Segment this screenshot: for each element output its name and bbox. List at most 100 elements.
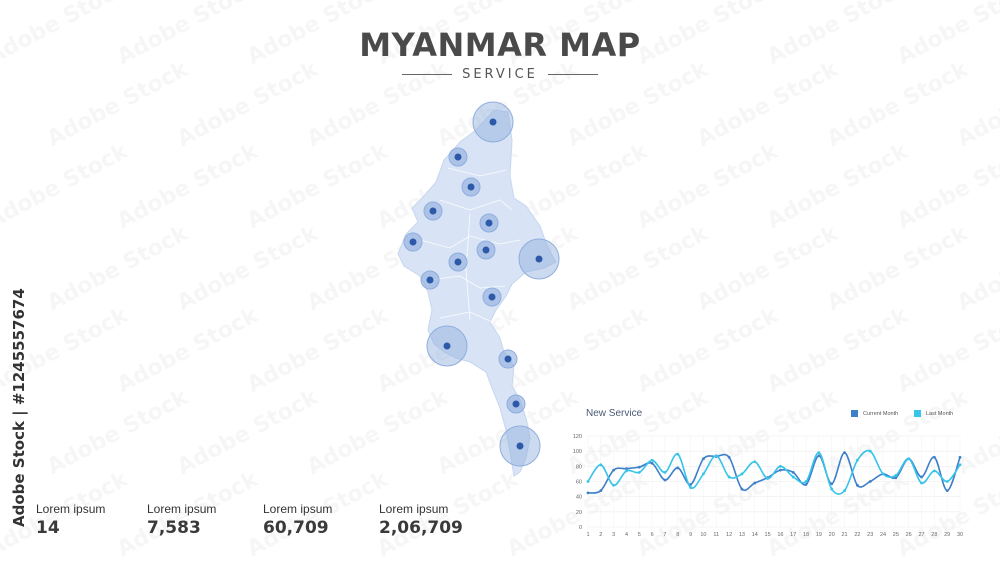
legend-label-last: Last Month: [926, 410, 954, 417]
chart-title: New Service: [586, 408, 643, 419]
series-last-month-point: [907, 457, 911, 461]
y-tick-label: 80: [576, 464, 582, 470]
x-tick-label: 11: [713, 532, 719, 538]
series-current-month-point: [779, 468, 782, 472]
stat-value: 7,583: [147, 518, 201, 538]
series-current-month-point: [727, 455, 731, 459]
y-tick-label: 60: [576, 480, 582, 486]
series-last-month-point: [881, 472, 885, 476]
series-current-month-point: [932, 455, 936, 459]
series-last-month-point: [586, 480, 590, 483]
page-subtitle: SERVICE: [462, 67, 538, 82]
marker-dot: [454, 258, 462, 266]
x-tick-label: 20: [829, 532, 835, 538]
marker-dot: [489, 118, 497, 126]
y-tick-label: 20: [576, 510, 582, 516]
series-current-month-point: [804, 483, 808, 486]
series-current-month-point: [637, 465, 641, 469]
x-tick-label: 15: [765, 532, 771, 538]
subtitle-row: SERVICE: [0, 67, 1000, 82]
x-tick-label: 22: [854, 532, 860, 538]
stat-4: Lorem ipsum 2,06,709: [379, 502, 463, 538]
series-last-month-point: [843, 489, 846, 492]
series-last-month-point: [702, 472, 705, 476]
series-last-month-point: [753, 460, 757, 464]
series-current-month-point: [625, 467, 628, 471]
series-last-month-point: [868, 449, 872, 453]
x-tick-label: 7: [663, 532, 666, 538]
y-tick-label: 100: [573, 449, 582, 455]
legend-swatch-current: [851, 410, 858, 417]
x-tick-label: 12: [726, 532, 732, 538]
marker-dot: [482, 246, 490, 254]
series-last-month-point: [830, 487, 834, 491]
series-current-month-point: [702, 457, 705, 461]
x-tick-label: 16: [777, 532, 783, 538]
stat-value: 60,709: [263, 518, 329, 538]
series-current-month-point: [753, 481, 757, 485]
marker-dot: [535, 255, 543, 263]
series-last-month-line: [587, 449, 961, 495]
region-borders: [419, 167, 521, 323]
marker-dot: [504, 355, 512, 363]
series-last-month-point: [599, 463, 603, 467]
series-last-month-point: [637, 471, 641, 474]
series-current-month-point: [843, 451, 846, 455]
series-current-month-point: [612, 468, 616, 472]
series-current-month-point: [586, 491, 590, 495]
stat-value: 14: [36, 518, 60, 538]
series-current-month-point: [663, 478, 667, 482]
series-last-month-point: [676, 452, 680, 456]
stat-label: Lorem ipsum: [36, 502, 106, 516]
x-tick-label: 8: [676, 532, 679, 538]
series-last-month-point: [766, 477, 769, 480]
marker-layer: [403, 101, 560, 467]
x-tick-label: 29: [944, 532, 950, 538]
series-current-month-point: [958, 455, 962, 459]
x-tick-label: 23: [867, 532, 873, 538]
series-current-month-point: [868, 480, 872, 483]
series-last-month-point: [689, 486, 693, 489]
x-tick-label: 17: [790, 532, 796, 538]
x-tick-label: 19: [816, 532, 822, 538]
country-shape: [397, 109, 557, 477]
series-current-month-point: [676, 466, 680, 470]
marker-dot: [512, 400, 520, 408]
x-tick-label: 5: [638, 532, 641, 538]
stat-1: Lorem ipsum 14: [36, 502, 105, 538]
subtitle-rule-right: [547, 74, 598, 75]
stat-value: 2,06,709: [379, 518, 463, 538]
x-tick-label: 2: [599, 532, 602, 538]
series-current-month-point: [945, 489, 949, 492]
series-last-month-point: [612, 483, 616, 487]
series-current-month-point: [599, 489, 603, 492]
series-last-month-point: [663, 471, 667, 474]
x-tick-label: 27: [918, 532, 924, 538]
x-tick-label: 4: [625, 532, 628, 538]
series-last-month-point: [945, 480, 949, 483]
series-last-month-point: [855, 458, 859, 462]
series-current-month-point: [920, 475, 923, 479]
series-current-month-point: [855, 483, 859, 487]
x-tick-label: 26: [906, 532, 912, 538]
marker-dot: [426, 276, 434, 284]
series-last-month-point: [932, 469, 936, 473]
x-tick-label: 14: [752, 532, 758, 538]
marker-dot: [409, 238, 417, 246]
x-tick-label: 21: [841, 532, 847, 538]
page-title: MYANMAR MAP: [359, 26, 641, 64]
legend-last-month: Last Month: [914, 410, 953, 417]
marker-dot: [467, 183, 475, 191]
x-tick-label: 30: [957, 532, 963, 538]
x-tick-label: 18: [803, 532, 809, 538]
x-tick-label: 1: [586, 532, 589, 538]
series-last-month-point: [727, 475, 731, 479]
series-last-month-point: [920, 481, 923, 485]
x-tick-label: 24: [880, 532, 886, 538]
series-last-month-point: [894, 474, 898, 477]
series-current-month-point: [650, 461, 654, 465]
x-tick-label: 10: [700, 532, 706, 538]
marker-dot: [488, 293, 496, 301]
